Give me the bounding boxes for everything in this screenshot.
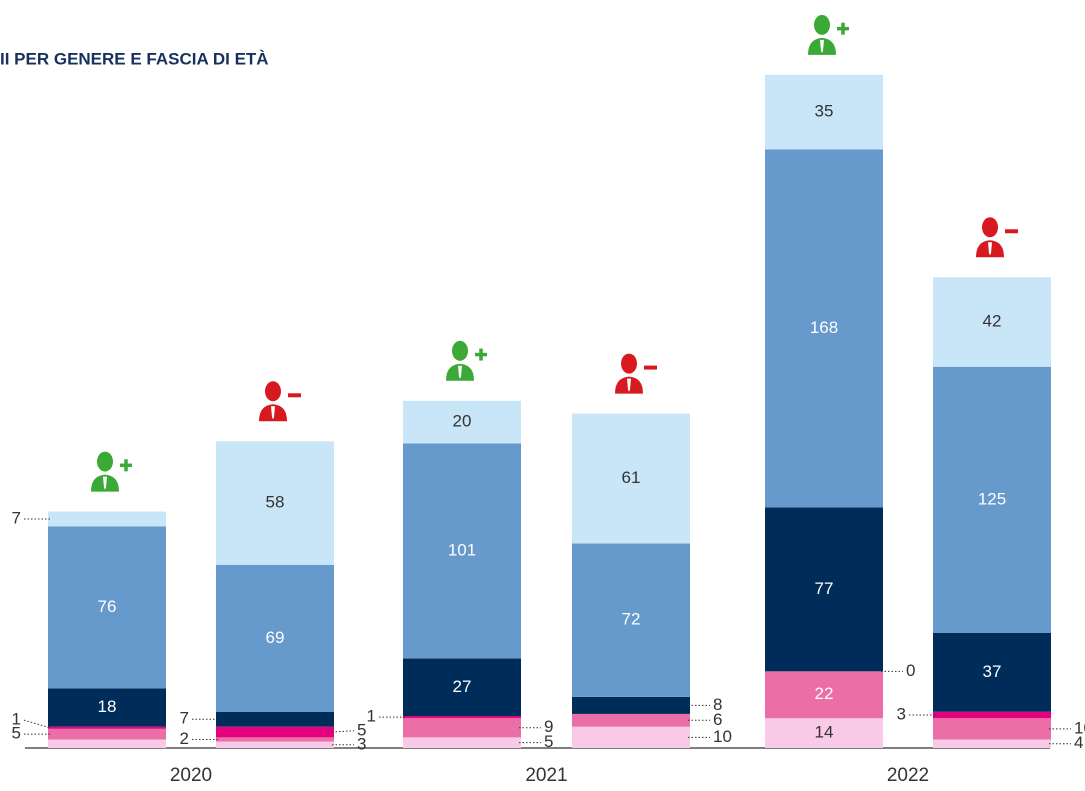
value-label: 14 xyxy=(815,723,834,742)
bar-segment xyxy=(216,737,334,742)
bar-segment xyxy=(216,564,334,712)
value-label: 4 xyxy=(1074,733,1083,752)
icon-sign xyxy=(479,348,483,361)
bar-segment xyxy=(765,671,883,719)
person-icon xyxy=(91,451,132,492)
bar-segment xyxy=(216,441,334,565)
person-icon xyxy=(446,340,487,381)
value-label: 2 xyxy=(180,729,189,748)
bar-segment xyxy=(933,711,1051,719)
value-label: 35 xyxy=(815,102,834,121)
bar-segment xyxy=(48,511,166,527)
x-group-label: 2020 xyxy=(170,765,212,786)
value-label: 5 xyxy=(12,724,21,743)
value-label: 1 xyxy=(12,710,21,729)
bar-segment xyxy=(933,366,1051,633)
icon-sign xyxy=(841,22,845,35)
icon-head xyxy=(97,451,113,472)
icon-tie xyxy=(820,39,824,53)
value-label: 18 xyxy=(98,697,117,716)
value-label: 10 xyxy=(1074,718,1085,737)
value-label: 20 xyxy=(453,412,472,431)
bar-segment xyxy=(572,726,690,748)
value-label: 42 xyxy=(983,311,1002,330)
value-label: 10 xyxy=(713,727,732,746)
icon-sign xyxy=(124,459,128,472)
bar-segment xyxy=(216,726,334,738)
value-label: 27 xyxy=(453,677,472,696)
bar-segment xyxy=(403,400,521,444)
bar-segment xyxy=(572,543,690,697)
person-icon xyxy=(976,217,1018,258)
bar-segment xyxy=(933,739,1051,748)
person-icon xyxy=(808,14,849,55)
bar-segment xyxy=(933,718,1051,740)
person-icon xyxy=(615,353,657,394)
bar-segment xyxy=(48,739,166,748)
icon-head xyxy=(621,353,637,374)
bar-segment xyxy=(48,726,166,729)
bar-segment xyxy=(933,632,1051,712)
chart-title: II PER GENERE E FASCIA DI ETÀ xyxy=(0,49,269,68)
icon-tie xyxy=(988,242,992,256)
bar-segment xyxy=(933,277,1051,367)
bar-segment xyxy=(765,507,883,672)
value-label: 8 xyxy=(713,695,722,714)
bar-segment xyxy=(403,718,521,738)
value-label: 1 xyxy=(367,707,376,726)
value-label: 61 xyxy=(622,468,641,487)
person-icon xyxy=(259,381,301,422)
icon-head xyxy=(982,217,998,238)
value-label: 69 xyxy=(266,628,285,647)
value-label: 3 xyxy=(357,734,366,753)
bar-segment xyxy=(572,413,690,544)
icon-sign xyxy=(1005,229,1018,234)
value-label: 6 xyxy=(713,710,722,729)
bar-segment xyxy=(48,728,166,740)
value-label: 5 xyxy=(357,720,366,739)
bar-segment xyxy=(572,696,690,714)
bar-segment xyxy=(403,716,521,719)
bar-segment xyxy=(765,74,883,150)
icon-head xyxy=(452,340,468,361)
icon-tie xyxy=(103,476,107,490)
icon-tie xyxy=(271,406,275,420)
value-label: 125 xyxy=(978,489,1006,508)
icon-sign xyxy=(644,365,657,370)
value-label: 76 xyxy=(98,597,117,616)
icon-head xyxy=(814,14,830,35)
bar-segment xyxy=(216,711,334,727)
value-label: 58 xyxy=(266,493,285,512)
icon-tie xyxy=(627,378,631,392)
leader-line xyxy=(331,730,355,733)
value-label: 72 xyxy=(622,610,641,629)
value-label: 77 xyxy=(815,579,834,598)
bar-segment xyxy=(403,658,521,717)
bar-segment xyxy=(216,741,334,748)
bar-segment xyxy=(403,443,521,659)
icon-tie xyxy=(458,365,462,379)
value-label: 101 xyxy=(448,540,476,559)
bar-segment xyxy=(572,713,690,727)
value-label: 9 xyxy=(544,717,553,736)
value-label: 7 xyxy=(12,509,21,528)
x-group-label: 2022 xyxy=(887,765,929,786)
icon-head xyxy=(265,381,281,402)
value-label: 168 xyxy=(810,318,838,337)
bar-segment xyxy=(48,688,166,727)
leader-line xyxy=(23,719,51,729)
value-label: 7 xyxy=(180,709,189,728)
value-label: 5 xyxy=(544,732,553,751)
x-group-label: 2021 xyxy=(525,765,567,786)
value-label: 0 xyxy=(906,661,915,680)
icon-sign xyxy=(288,393,301,398)
value-label: 3 xyxy=(897,704,906,723)
value-label: 22 xyxy=(815,684,834,703)
value-label: 37 xyxy=(983,662,1002,681)
bar-segment xyxy=(403,737,521,748)
bar-segment xyxy=(765,149,883,508)
bar-segment xyxy=(48,526,166,689)
bar-segment xyxy=(765,718,883,748)
